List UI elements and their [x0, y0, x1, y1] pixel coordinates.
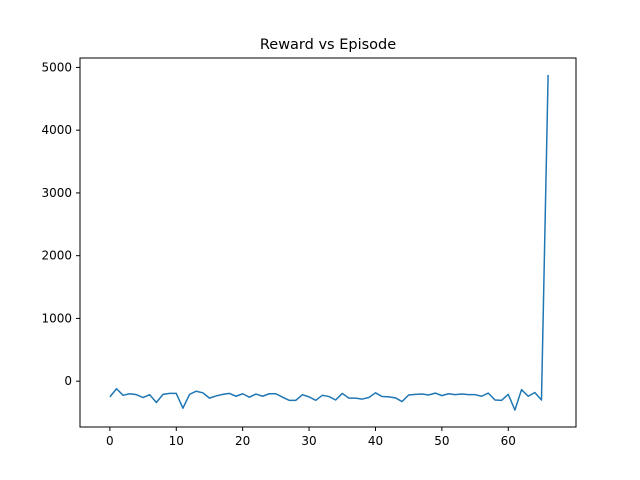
y-tick-label: 2000 — [41, 249, 72, 263]
x-tick-label: 20 — [235, 434, 250, 448]
plot-area-frame — [79, 57, 577, 428]
series-group — [109, 74, 549, 411]
x-tick-label: 0 — [106, 434, 114, 448]
y-tick-label: 4000 — [41, 123, 72, 137]
x-tick-label: 10 — [169, 434, 184, 448]
x-tick-label: 40 — [368, 434, 383, 448]
y-axis-ticks: 0 1000 2000 3000 4000 5000 — [41, 60, 80, 388]
x-tick-label: 50 — [434, 434, 449, 448]
chart-title: Reward vs Episode — [260, 37, 396, 53]
y-tick-label: 5000 — [41, 60, 72, 74]
series-line — [109, 74, 549, 411]
y-tick-label: 0 — [64, 374, 72, 388]
x-tick-label: 60 — [501, 434, 516, 448]
y-tick-label: 1000 — [41, 311, 72, 325]
x-tick-label: 30 — [301, 434, 316, 448]
x-axis-ticks: 0 10 20 30 40 50 60 — [106, 427, 516, 448]
y-tick-label: 3000 — [41, 186, 72, 200]
